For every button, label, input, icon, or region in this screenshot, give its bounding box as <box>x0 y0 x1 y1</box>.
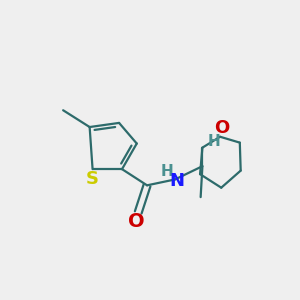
Text: H: H <box>207 134 220 149</box>
Text: S: S <box>86 169 99 188</box>
Text: N: N <box>169 172 184 190</box>
Text: H: H <box>160 164 173 179</box>
Text: O: O <box>214 119 229 137</box>
Text: O: O <box>128 212 145 231</box>
